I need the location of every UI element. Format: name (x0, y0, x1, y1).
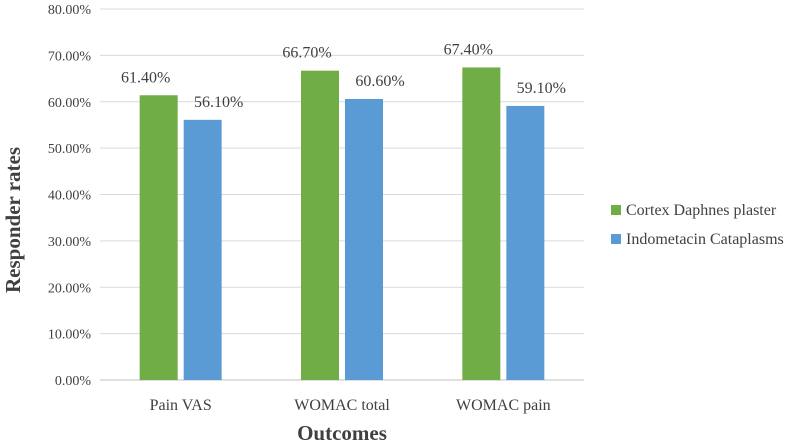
y-tick-label: 40.00% (48, 189, 92, 204)
y-tick-label: 10.00% (48, 328, 92, 343)
x-axis-categories: Pain VAS WOMAC total WOMAC pain (150, 397, 551, 414)
bar (345, 98, 383, 380)
y-axis-ticks: 0.00% 10.00% 20.00% 30.00% 40.00% 50.00% 60.00… (48, 3, 92, 389)
bars (139, 67, 545, 381)
data-label: 67.40% (444, 41, 493, 58)
legend-label: Cortex Daphnes plaster (626, 202, 777, 219)
y-tick-label: 50.00% (48, 142, 92, 157)
y-axis-title: Responder rates (1, 147, 25, 293)
bar (462, 67, 501, 381)
data-label: 66.70% (282, 45, 331, 62)
data-label: 61.40% (121, 69, 170, 86)
y-tick-label: 0.00% (55, 374, 92, 389)
gridlines (100, 8, 584, 381)
legend-label: Indometacin Cataplasms (626, 231, 784, 248)
y-tick-label: 60.00% (48, 96, 92, 111)
legend-swatch (611, 234, 621, 244)
bar (139, 95, 178, 380)
x-axis-title: Outcomes (297, 421, 387, 443)
legend: Cortex Daphnes plaster Indometacin Catapl… (611, 202, 784, 248)
bar (506, 105, 545, 380)
y-tick-label: 80.00% (48, 3, 92, 18)
data-label: 56.10% (194, 94, 243, 111)
data-label: 59.10% (517, 80, 566, 97)
x-tick-label: Pain VAS (150, 397, 212, 414)
y-tick-label: 20.00% (48, 281, 92, 296)
data-label: 60.60% (355, 73, 404, 90)
bar (183, 119, 222, 381)
x-tick-label: WOMAC total (294, 397, 390, 414)
y-tick-label: 70.00% (48, 49, 92, 64)
bar (301, 70, 339, 381)
data-labels: 61.40% 56.10% 66.70% 60.60% 67.40% 59.10% (121, 41, 566, 110)
legend-swatch (611, 205, 621, 215)
y-tick-label: 30.00% (48, 235, 92, 250)
x-tick-label: WOMAC pain (456, 397, 551, 414)
